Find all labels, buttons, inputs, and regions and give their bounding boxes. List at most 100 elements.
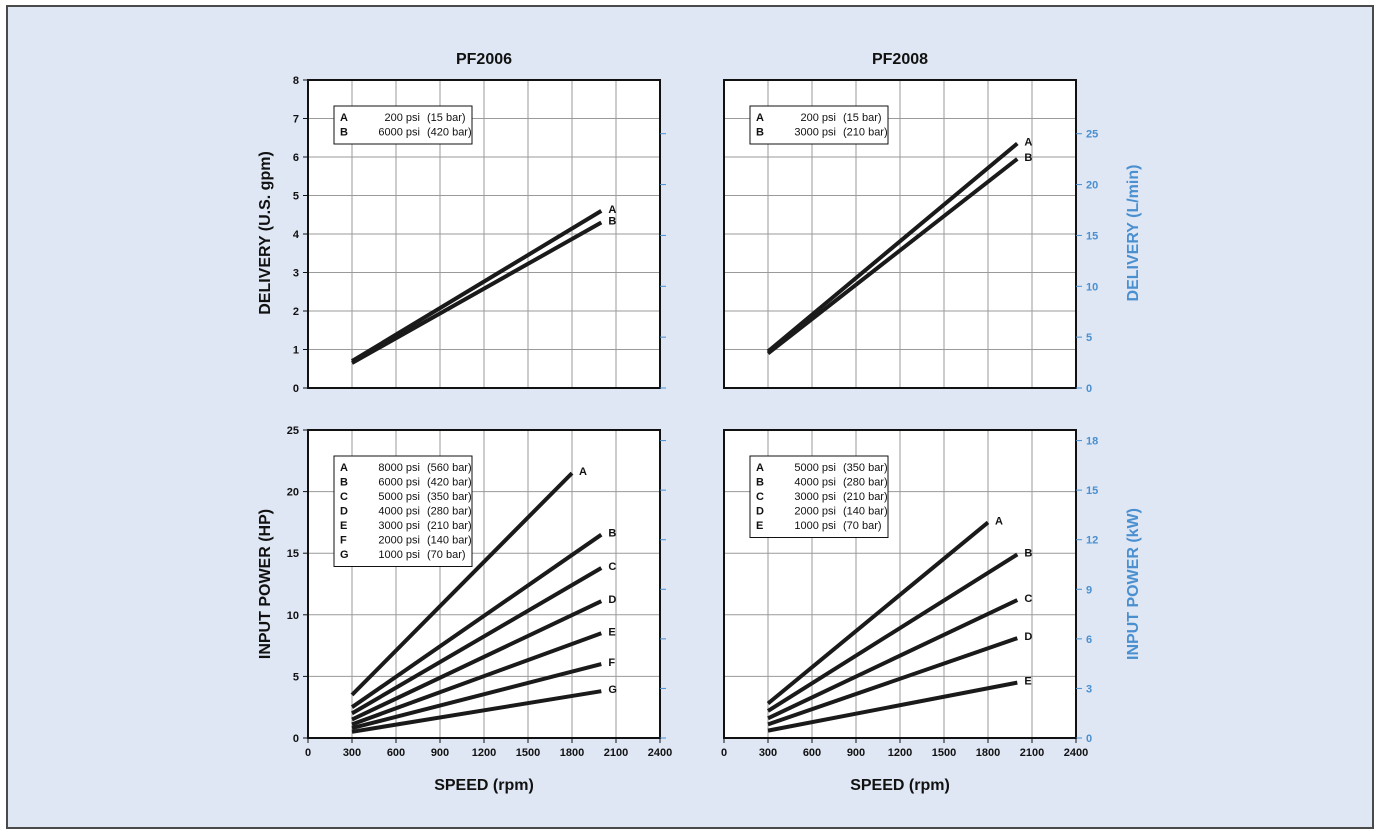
x-tick-label: 2100	[1020, 747, 1044, 759]
y2-tick-label: 3	[1086, 683, 1092, 695]
legend-key: D	[756, 506, 764, 518]
series-line-A	[766, 141, 1019, 353]
legend-pressure: 6000 psi	[378, 127, 420, 139]
x-tick-label: 2400	[1064, 747, 1088, 759]
x-tick-label: 900	[847, 747, 865, 759]
series-end-label: A	[608, 204, 616, 216]
chart-pf2008-delivery: PF2008	[872, 51, 928, 68]
series-end-label: B	[1024, 152, 1032, 164]
chart-title: PF2006	[456, 51, 512, 68]
y2-tick-label: 15	[1086, 485, 1098, 497]
legend-bar: (70 bar)	[427, 549, 466, 561]
x-tick-label: 1500	[932, 747, 956, 759]
legend-pressure: 5000 psi	[378, 491, 420, 503]
series-line-D	[767, 636, 1018, 727]
x-tick-label: 0	[721, 747, 727, 759]
series-line-D	[351, 599, 603, 722]
legend-bar: (210 bar)	[843, 491, 888, 503]
figure-frame	[6, 5, 1374, 829]
y-tick-label: 1	[293, 345, 299, 357]
legend-key: C	[756, 491, 764, 503]
y2-tick-label: 18	[1086, 436, 1098, 448]
series-line-B	[766, 157, 1019, 355]
legend-bar: (210 bar)	[843, 127, 888, 139]
series-line-F	[351, 662, 602, 731]
legend-pressure: 4000 psi	[378, 506, 420, 518]
series-end-label: E	[608, 626, 615, 638]
legend-key: B	[340, 477, 348, 489]
legend-bar: (140 bar)	[427, 535, 472, 547]
y-tick-label: 2	[293, 306, 299, 318]
y-tick-label: 15	[287, 548, 299, 560]
x-tick-label: 2400	[648, 747, 672, 759]
legend-box	[333, 455, 473, 567]
series-line-C	[767, 598, 1019, 721]
legend-bar: (70 bar)	[843, 520, 882, 532]
legend-bar: (280 bar)	[843, 477, 888, 489]
series-line-E	[767, 680, 1018, 733]
legend-key: A	[340, 462, 348, 474]
legend-key: A	[756, 112, 764, 124]
legend-key: G	[340, 549, 349, 561]
y-tick-label: 5	[293, 191, 299, 203]
chart-pf2006-delivery: PF2006	[456, 51, 512, 68]
series-line-A	[350, 471, 574, 697]
y2-tick-label: 9	[1086, 584, 1092, 596]
y-tick-label: 0	[293, 733, 299, 745]
x-axis-title: SPEED (rpm)	[850, 777, 950, 794]
series-end-label: D	[1024, 631, 1032, 643]
x-tick-label: 0	[305, 747, 311, 759]
legend-key: F	[340, 535, 347, 547]
legend-key: E	[340, 520, 347, 532]
legend-key: B	[756, 477, 764, 489]
x-tick-label: 1500	[516, 747, 540, 759]
legend-key: B	[340, 127, 348, 139]
legend-bar: (350 bar)	[843, 462, 888, 474]
series-line-C	[350, 566, 603, 716]
series-end-label: B	[608, 528, 616, 540]
x-tick-label: 300	[759, 747, 777, 759]
legend-pressure: 3000 psi	[794, 491, 836, 503]
series-line-B	[351, 220, 603, 365]
legend-box	[333, 105, 473, 145]
legend-bar: (560 bar)	[427, 462, 472, 474]
legend-key: D	[340, 506, 348, 518]
series-line-A	[766, 520, 990, 706]
x-tick-label: 1800	[976, 747, 1000, 759]
legend-key: B	[756, 127, 764, 139]
legend-bar: (280 bar)	[427, 506, 472, 518]
series-end-label: F	[608, 657, 615, 669]
legend-pressure: 8000 psi	[378, 462, 420, 474]
series-end-label: A	[995, 515, 1003, 527]
y2-tick-label: 0	[1086, 383, 1092, 395]
y-tick-label: 3	[293, 268, 299, 280]
y2-tick-label: 20	[1086, 180, 1098, 192]
y-tick-label: 4	[293, 229, 300, 241]
x-tick-label: 1200	[472, 747, 496, 759]
legend-bar: (210 bar)	[427, 520, 472, 532]
x-tick-label: 1200	[888, 747, 912, 759]
chart-title: PF2008	[872, 51, 928, 68]
y-tick-label: 0	[293, 383, 299, 395]
plot-3: 0 3 6 9 12 15 18 0 300 600 900 1200 1500 1800 2100 2400…	[721, 429, 1098, 759]
series-end-label: G	[608, 684, 617, 696]
legend-pressure: 2000 psi	[794, 506, 836, 518]
series-end-label: D	[608, 594, 616, 606]
legend-pressure: 4000 psi	[794, 477, 836, 489]
y-axis-title: DELIVERY (U.S. gpm)	[257, 151, 274, 315]
x-tick-label: 300	[343, 747, 361, 759]
y2-tick-label: 15	[1086, 230, 1098, 242]
legend-pressure: 200 psi	[801, 112, 836, 124]
series-end-label: B	[1024, 547, 1032, 559]
legend-box	[749, 455, 889, 538]
legend-pressure: 6000 psi	[378, 477, 420, 489]
legend-key: C	[340, 491, 348, 503]
y-tick-label: 5	[293, 671, 299, 683]
y2-tick-label: 5	[1086, 332, 1092, 344]
legend-key: A	[756, 462, 764, 474]
x-tick-label: 600	[387, 747, 405, 759]
series-end-label: C	[608, 561, 616, 573]
x-tick-label: 1800	[560, 747, 584, 759]
y-tick-label: 25	[287, 425, 299, 437]
legend-bar: (15 bar)	[843, 112, 882, 124]
